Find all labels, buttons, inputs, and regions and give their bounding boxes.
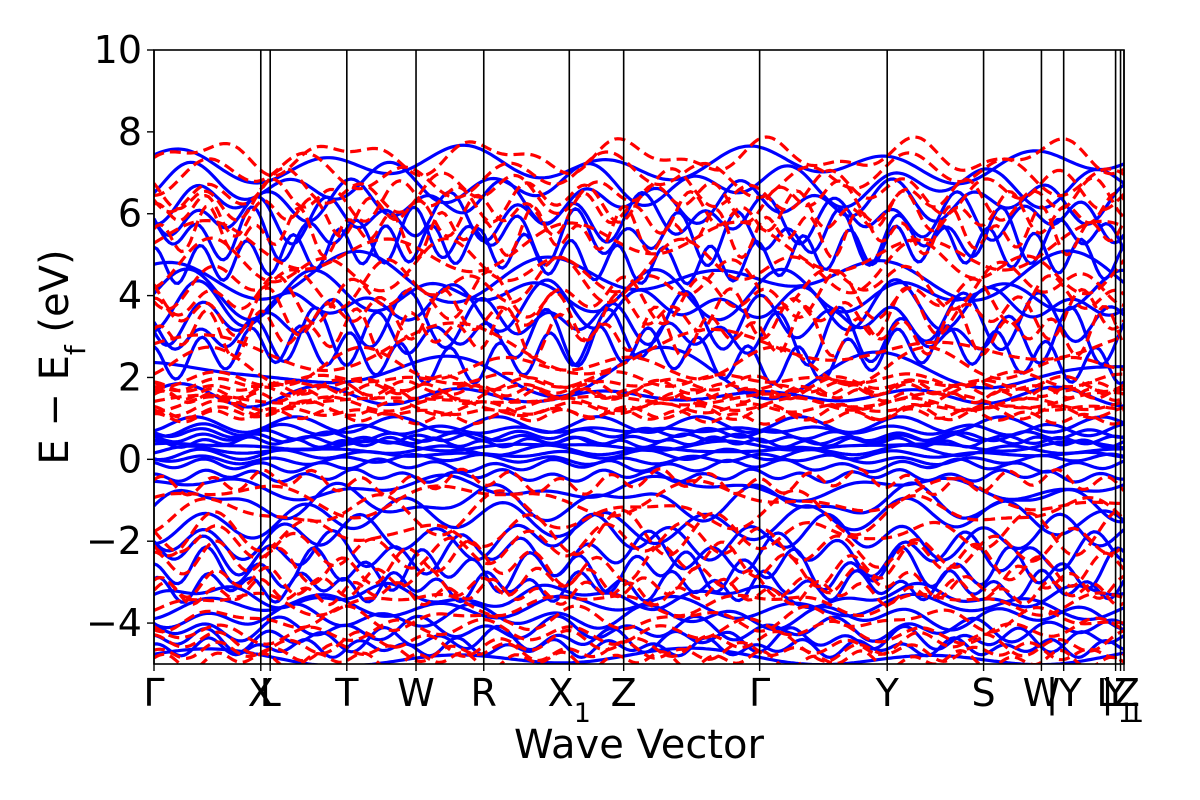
spin-down-band: [154, 345, 1124, 387]
spin-up-band: [154, 581, 1124, 612]
spin-down-band: [154, 577, 1124, 607]
spin-up-band: [154, 190, 1124, 246]
spin-down-band: [154, 390, 1124, 410]
spin-up-band: [154, 512, 1124, 562]
spin-up-band: [154, 249, 1124, 305]
y-tick-label: −2: [86, 519, 142, 563]
spin-up-band: [154, 435, 1124, 449]
y-tick-label: 8: [118, 110, 142, 154]
x-tick-label: Γ: [143, 671, 164, 715]
x-tick-label: |Y: [1046, 671, 1083, 716]
x-tick-label: L1: [1096, 671, 1134, 729]
spin-down-band: [154, 286, 1124, 342]
x-tick-label: S: [972, 671, 996, 715]
x-tick-label: W: [1023, 671, 1061, 715]
spin-down-band: [154, 269, 1124, 326]
spin-down-band: [154, 189, 1124, 239]
spin-down-band: [154, 304, 1124, 361]
y-tick-label: 10: [94, 28, 142, 72]
spin-up-band: [154, 646, 1124, 664]
spin-up-band: [154, 496, 1124, 546]
bands-layer: [154, 135, 1124, 664]
y-tick-label: 2: [118, 355, 142, 399]
spin-down-band: [154, 236, 1124, 296]
spin-down-band: [154, 378, 1124, 398]
spin-down-band: [154, 255, 1124, 311]
spin-up-band: [154, 614, 1124, 644]
spin-down-band: [154, 564, 1124, 600]
spin-up-band: [154, 473, 1124, 503]
y-axis-label-sub: f: [59, 344, 92, 355]
spin-down-band: [154, 406, 1124, 426]
spin-up-band: [154, 432, 1124, 446]
spin-down-band: [154, 166, 1124, 216]
y-tick-label: 0: [118, 437, 142, 481]
y-tick-label: 6: [118, 192, 142, 236]
spin-down-band: [154, 386, 1124, 406]
x-tick-label: L: [260, 671, 281, 715]
spin-down-band: [154, 395, 1124, 414]
spin-down-band: [154, 467, 1124, 497]
x-tick-label: R: [471, 671, 497, 715]
y-axis-ticks: −4 −2 0 2 4 6 8 10: [86, 28, 154, 645]
spin-down-band: [154, 374, 1124, 394]
x-tick-label: Z: [611, 671, 637, 715]
spin-down-band: [154, 604, 1124, 634]
spin-down-band: [154, 521, 1124, 570]
plot-frame: [153, 49, 1125, 665]
spin-down-band: [154, 219, 1124, 274]
x-tick-label: Γ: [749, 671, 770, 715]
x-tick-label: X1: [548, 671, 591, 729]
x-tick-label: |Z: [1101, 671, 1140, 716]
y-axis-label: E − Ef (eV): [32, 249, 92, 464]
spin-down-band: [154, 135, 1124, 178]
x-tick-label: Y1: [1103, 671, 1144, 729]
spin-down-band: [154, 488, 1124, 537]
x-tick-label: T: [334, 671, 359, 715]
spin-up-band: [154, 143, 1124, 186]
x-tick-label: Y: [875, 671, 900, 715]
y-axis-label-main: E − E: [32, 355, 78, 465]
spin-down-band: [154, 539, 1124, 589]
spin-down-band: [154, 640, 1124, 664]
spin-down-band: [154, 321, 1124, 376]
y-tick-label: −4: [86, 601, 142, 645]
spin-down-band: [154, 150, 1124, 200]
spin-down-band: [154, 204, 1124, 260]
series-spin-down: [154, 135, 1124, 664]
spin-down-band: [154, 616, 1124, 646]
spin-up-band: [154, 452, 1124, 467]
y-tick-label: 4: [118, 274, 142, 318]
spin-down-band: [154, 370, 1124, 389]
y-axis-label-unit: (eV): [32, 249, 78, 345]
x-tick-label: X: [248, 671, 274, 715]
x-axis-ticks: Γ XL T W R X1 Z Γ Y S W|Y L1|ZY1: [143, 664, 1144, 729]
x-tick-label: W: [397, 671, 435, 715]
x-axis-label: Wave Vector: [514, 722, 765, 768]
spin-up-band: [154, 415, 1124, 435]
